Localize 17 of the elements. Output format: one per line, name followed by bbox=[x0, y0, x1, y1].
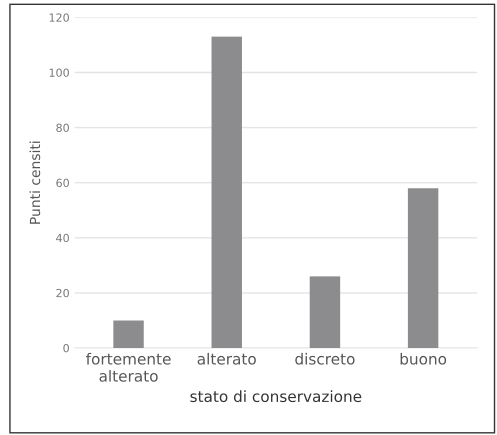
bar bbox=[113, 320, 144, 348]
y-axis-title: Punti censiti bbox=[29, 142, 40, 224]
x-tick-label: discreto bbox=[295, 352, 355, 365]
x-axis-title: stato di conservazione bbox=[190, 390, 362, 402]
y-tick-label: 100 bbox=[50, 68, 69, 77]
x-tick-label: fortemente alterato bbox=[86, 352, 171, 382]
bar bbox=[212, 36, 242, 348]
y-tick-label: 20 bbox=[56, 288, 69, 298]
y-tick-label: 0 bbox=[63, 344, 69, 352]
bar bbox=[310, 276, 340, 348]
bar bbox=[408, 188, 438, 348]
y-tick-label: 40 bbox=[56, 234, 69, 242]
y-tick-label: 120 bbox=[50, 13, 69, 22]
x-tick-label: buono bbox=[400, 352, 446, 365]
x-tick-label: alterato bbox=[198, 352, 256, 365]
y-tick-label: 60 bbox=[56, 178, 69, 188]
y-tick-label: 80 bbox=[56, 124, 69, 132]
